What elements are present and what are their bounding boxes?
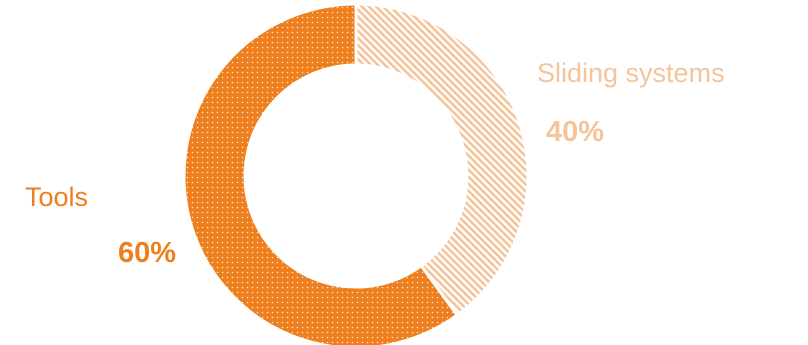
slice-percent-sliding-systems: 40%: [546, 116, 604, 148]
donut-slice-sliding-systems: [354, 2, 530, 318]
slice-labels: Sliding systems 40% Tools 60%: [25, 58, 725, 269]
slice-label-tools: Tools: [25, 182, 88, 212]
slice-percent-tools: 60%: [118, 237, 176, 269]
donut-slices: [182, 2, 530, 345]
donut-slice-tools: [182, 2, 460, 345]
slice-label-sliding-systems: Sliding systems: [537, 58, 725, 88]
